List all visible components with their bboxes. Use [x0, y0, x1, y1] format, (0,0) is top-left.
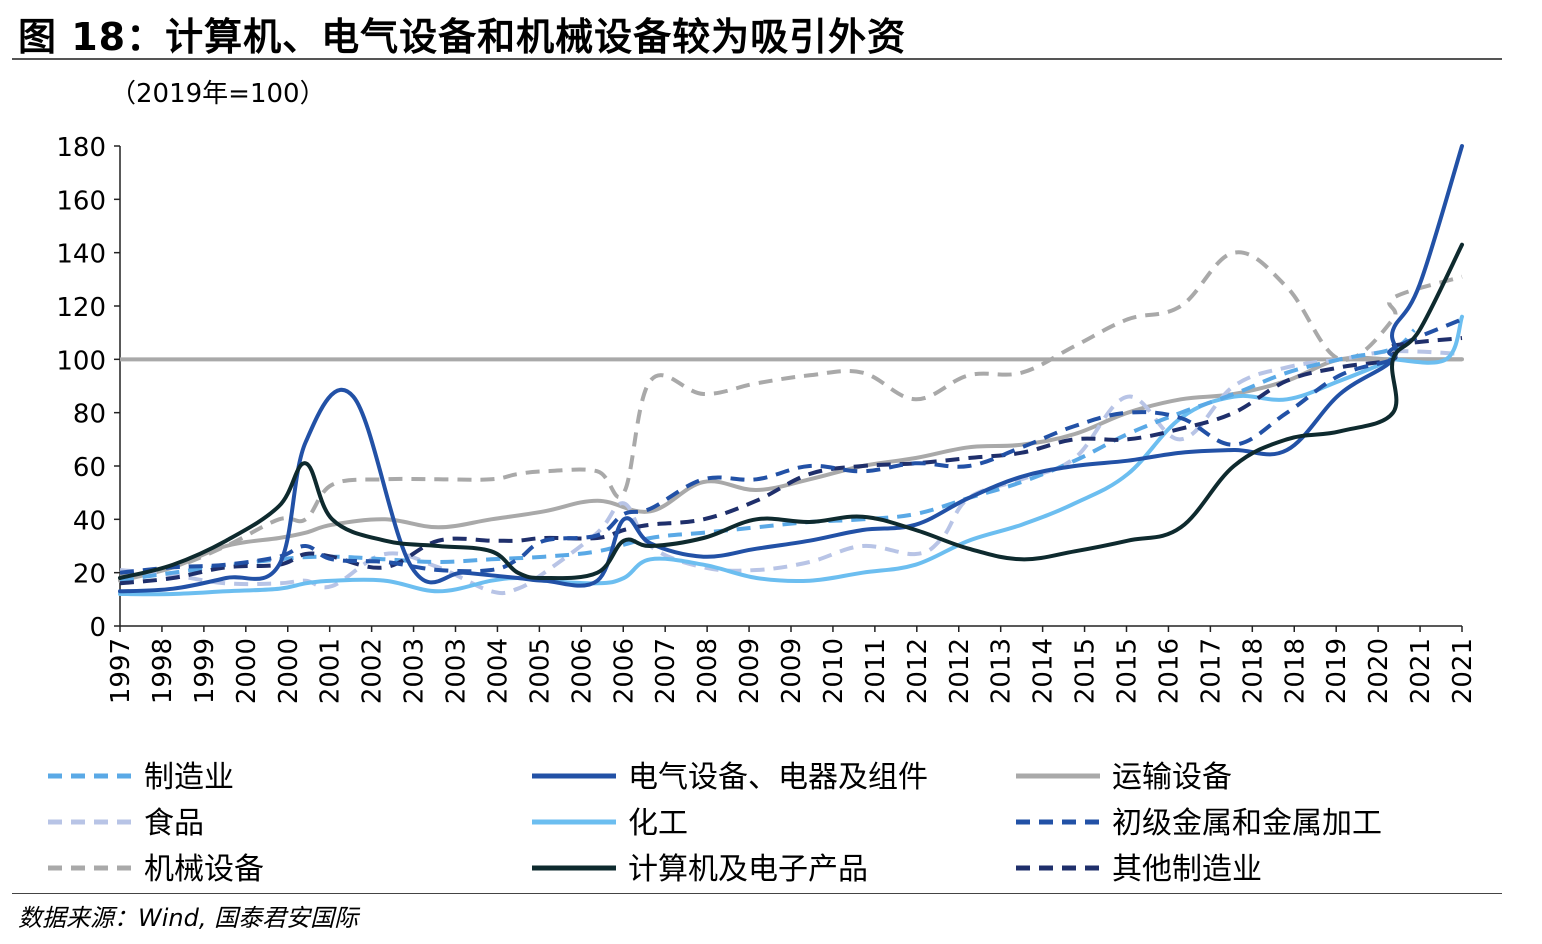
x-tick-label: 2021: [1448, 638, 1478, 704]
y-tick-label: 160: [56, 186, 106, 216]
x-tick-label: 2015: [1113, 638, 1143, 704]
x-tick-label: 2014: [1029, 638, 1059, 704]
series-line-2: [118, 355, 1464, 583]
footer-divider: [12, 893, 1502, 894]
x-tick-label: 2003: [400, 638, 430, 704]
unit-label: （2019年=100）: [110, 79, 326, 109]
x-tick-label: 2019: [1322, 638, 1352, 704]
x-tick-label: 2001: [316, 638, 346, 704]
x-tick-label: 2015: [1071, 638, 1101, 704]
legend-item: 化工: [532, 806, 688, 841]
series-line-3: [119, 349, 1463, 596]
x-tick-label: 2011: [861, 638, 891, 704]
x-tick-label: 2003: [442, 638, 472, 704]
x-tick-label: 2009: [777, 638, 807, 704]
legend-item: 运输设备: [1016, 760, 1232, 795]
x-tick-label: 2021: [1406, 638, 1436, 704]
line-chart: （2019年=100） 0 20 40 60 80 100 120 140 160 180 199…: [48, 79, 1478, 887]
title-divider: [12, 58, 1502, 60]
x-tick-label: 2013: [987, 638, 1017, 704]
x-tick-label: 2009: [735, 638, 765, 704]
y-tick-label: 100: [56, 346, 106, 376]
x-tick-label: 2018: [1238, 638, 1268, 704]
x-tick-label: 2008: [693, 638, 723, 704]
legend-label: 计算机及电子产品: [628, 852, 868, 887]
legend-label: 制造业: [144, 760, 234, 795]
series-line-1: [118, 144, 1464, 594]
legend-item: 计算机及电子产品: [532, 852, 868, 887]
y-tick-label: 80: [73, 400, 106, 430]
x-tick-label: 2006: [609, 638, 639, 704]
series-line-4: [118, 314, 1464, 597]
y-tick-label: 180: [56, 133, 106, 163]
y-tick-label: 20: [73, 560, 106, 590]
x-tick-label: 2017: [1196, 638, 1226, 704]
legend-label: 其他制造业: [1112, 852, 1262, 887]
y-tick-label: 0: [89, 613, 106, 643]
source-note: 数据来源：Wind, 国泰君安国际: [18, 904, 359, 932]
legend-item: 制造业: [48, 760, 234, 795]
x-tick-label: 2012: [903, 638, 933, 704]
y-axis: 0 20 40 60 80 100 120 140 160 180: [56, 133, 121, 643]
x-axis: 1997 1998 1999 2000 2000 2001 2002 2003 2003 2004…: [106, 625, 1478, 704]
y-tick-label: 40: [73, 506, 106, 536]
x-tick-label: 2004: [483, 638, 513, 704]
y-tick-label: 140: [56, 240, 106, 270]
x-tick-label: 2002: [358, 638, 388, 704]
x-tick-label: 2010: [819, 638, 849, 704]
y-tick-label: 120: [56, 293, 106, 323]
legend-item: 电气设备、电器及组件: [532, 760, 928, 795]
legend-item: 初级金属和金属加工: [1016, 806, 1382, 841]
x-tick-label: 2020: [1364, 638, 1394, 704]
series-line-5: [119, 317, 1463, 575]
x-tick-label: 2000: [274, 638, 304, 704]
legend-item: 其他制造业: [1016, 852, 1262, 887]
x-tick-label: 2005: [525, 638, 555, 704]
x-tick-label: 2012: [945, 638, 975, 704]
series-layer: [118, 144, 1464, 597]
legend-label: 食品: [144, 806, 204, 841]
x-tick-label: 2007: [651, 638, 681, 704]
x-tick-label: 2006: [567, 638, 597, 704]
y-tick-label: 60: [73, 453, 106, 483]
legend-label: 化工: [628, 806, 688, 841]
legend-item: 机械设备: [48, 852, 264, 887]
x-tick-label: 1998: [148, 638, 178, 704]
x-tick-label: 1997: [106, 638, 136, 704]
legend-label: 机械设备: [144, 852, 264, 887]
legend-label: 运输设备: [1112, 760, 1232, 795]
legend-item: 食品: [48, 806, 204, 841]
legend-label: 初级金属和金属加工: [1112, 806, 1382, 841]
legend-label: 电气设备、电器及组件: [628, 760, 928, 795]
x-tick-label: 2018: [1280, 638, 1310, 704]
series-line-7: [118, 242, 1464, 581]
figure-title: 图 18：计算机、电气设备和机械设备较为吸引外资: [18, 15, 907, 59]
series-line-6: [119, 250, 1463, 578]
series-line-8: [119, 336, 1463, 586]
x-tick-label: 2000: [232, 638, 262, 704]
x-tick-label: 1999: [190, 638, 220, 704]
x-tick-label: 2016: [1154, 638, 1184, 704]
series-line-0: [119, 328, 1416, 583]
